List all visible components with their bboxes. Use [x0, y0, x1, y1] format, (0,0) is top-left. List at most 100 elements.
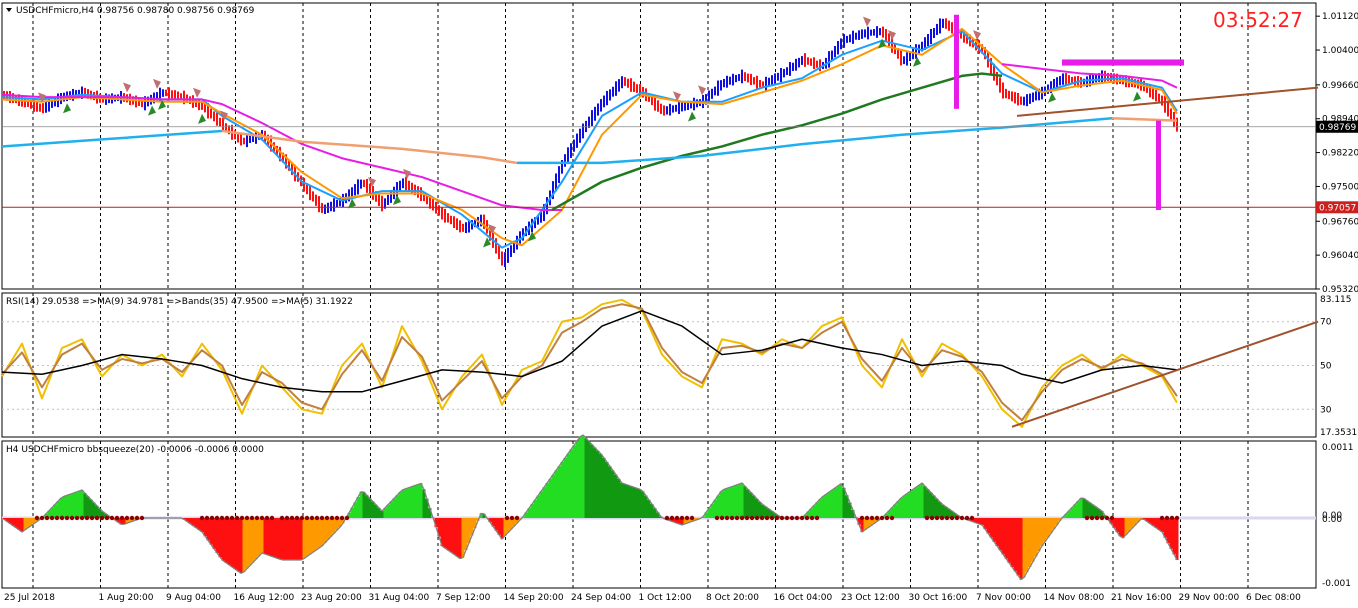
squeeze-dot: [964, 515, 970, 521]
y-tick-label-0-1: 1.00400: [1322, 46, 1358, 56]
price-line-ma_magenta-4: [1001, 63, 1178, 89]
squeeze-dot: [954, 515, 960, 521]
price-label-bg-0: [1316, 120, 1358, 133]
sell-arrow-10: [863, 16, 871, 27]
squeeze-dot: [764, 515, 770, 521]
squeeze-dot: [44, 515, 50, 521]
squeeze-dot: [249, 515, 255, 521]
squeeze-dot: [89, 515, 95, 521]
buy-arrow-5: [393, 194, 401, 205]
price-line-trendline-10: [1016, 86, 1319, 117]
squeeze-dot: [49, 515, 55, 521]
buy-arrow-7: [528, 231, 536, 242]
sell-arrow-6: [403, 168, 411, 179]
squeeze-dot: [329, 515, 335, 521]
y-tick-label-0-8: 0.95320: [1322, 285, 1358, 295]
squeeze-dot: [244, 515, 250, 521]
x-tick-label-5: 31 Aug 04:00: [369, 593, 430, 603]
squeeze-dot: [314, 515, 320, 521]
squeeze-dot: [139, 515, 145, 521]
y-tick-label-0-3: 0.98940: [1322, 115, 1358, 125]
rsi-line-rsi_bands: [1, 310, 1178, 393]
squeeze-dot: [744, 515, 750, 521]
squeeze-dot: [99, 515, 105, 521]
squeeze-dot: [1174, 515, 1180, 521]
buy-arrow-3: [198, 113, 206, 124]
squeeze-dot: [509, 515, 515, 521]
squeeze-dot: [759, 515, 765, 521]
x-tick-label-10: 8 Oct 20:00: [706, 593, 759, 603]
dropdown-icon: [6, 8, 12, 12]
squeeze-dot: [114, 515, 120, 521]
squeeze-dot: [289, 515, 295, 521]
squeeze-dot: [1159, 515, 1165, 521]
squeeze-panel-title: H4 USDCHFmicro bbsqueeze(20) -0.0006 -0.…: [6, 445, 264, 455]
squeeze-dot: [794, 515, 800, 521]
squeeze-dot: [774, 515, 780, 521]
squeeze-dot: [234, 515, 240, 521]
squeeze-dot: [669, 515, 675, 521]
squeeze-dot: [719, 515, 725, 521]
sell-arrow-7: [488, 224, 496, 235]
sell-arrow-0: [38, 92, 46, 103]
price-label-0: 0.98769: [1319, 123, 1356, 133]
squeeze-dot: [39, 515, 45, 521]
squeeze-dot: [799, 515, 805, 521]
x-tick-label-15: 14 Nov 08:00: [1044, 593, 1105, 603]
squeeze-dot: [879, 515, 885, 521]
x-tick-label-2: 9 Aug 04:00: [166, 593, 221, 603]
buy-arrow-2: [158, 99, 166, 110]
squeeze-dot: [789, 515, 795, 521]
sell-arrow-9: [698, 85, 706, 96]
sell-arrow-12: [973, 30, 981, 41]
price-label-bg-1: [1316, 201, 1358, 214]
squeeze-dot: [324, 515, 330, 521]
squeeze-dot: [939, 515, 945, 521]
squeeze-dot: [104, 515, 110, 521]
price-line-ma_long_past-9: [1111, 116, 1178, 122]
squeeze-dot: [264, 515, 270, 521]
x-tick-label-3: 16 Aug 12:00: [234, 593, 295, 603]
squeeze-dot: [1109, 515, 1115, 521]
squeeze-dot: [924, 515, 930, 521]
squeeze-dot: [259, 515, 265, 521]
squeeze-dot: [969, 515, 975, 521]
squeeze-dot: [134, 515, 140, 521]
y-tick-label-0-2: 0.99660: [1322, 81, 1358, 91]
squeeze-dot: [239, 515, 245, 521]
price-line-ma_long-6: [1, 129, 223, 148]
y-tick-label-1-0: 83.115: [1320, 295, 1352, 305]
price-line-ma_magenta-3: [1, 93, 562, 211]
squeeze-dot: [1104, 515, 1110, 521]
squeeze-dot: [309, 515, 315, 521]
y-tick-label-1-4: 17.3531: [1320, 428, 1357, 438]
buy-arrow-9: [878, 38, 886, 49]
y-tick-label-0-6: 0.96760: [1322, 217, 1358, 227]
squeeze-dot: [864, 515, 870, 521]
squeeze-dot: [214, 515, 220, 521]
x-tick-label-4: 23 Aug 20:00: [301, 593, 362, 603]
squeeze-dot: [929, 515, 935, 521]
squeeze-dot: [1169, 515, 1175, 521]
squeeze-dot: [779, 515, 785, 521]
x-tick-label-14: 7 Nov 00:00: [976, 593, 1031, 603]
squeeze-dot: [734, 515, 740, 521]
rsi-line-trendline: [1011, 320, 1319, 428]
x-tick-label-0: 25 Jul 2018: [4, 593, 55, 603]
squeeze-dot: [934, 515, 940, 521]
squeeze-dot: [689, 515, 695, 521]
marker-bar-a: [954, 14, 959, 109]
buy-arrow-8: [688, 111, 696, 122]
squeeze-dot: [664, 515, 670, 521]
squeeze-dot: [304, 515, 310, 521]
price-line-ma_fast-1: [1, 30, 1178, 249]
squeeze-dot: [69, 515, 75, 521]
squeeze-dot: [949, 515, 955, 521]
squeeze-dot: [714, 515, 720, 521]
squeeze-dot: [269, 515, 275, 521]
squeeze-dot: [1094, 515, 1100, 521]
y-tick-label-1-1: 70: [1320, 318, 1332, 328]
squeeze-dot: [1084, 515, 1090, 521]
